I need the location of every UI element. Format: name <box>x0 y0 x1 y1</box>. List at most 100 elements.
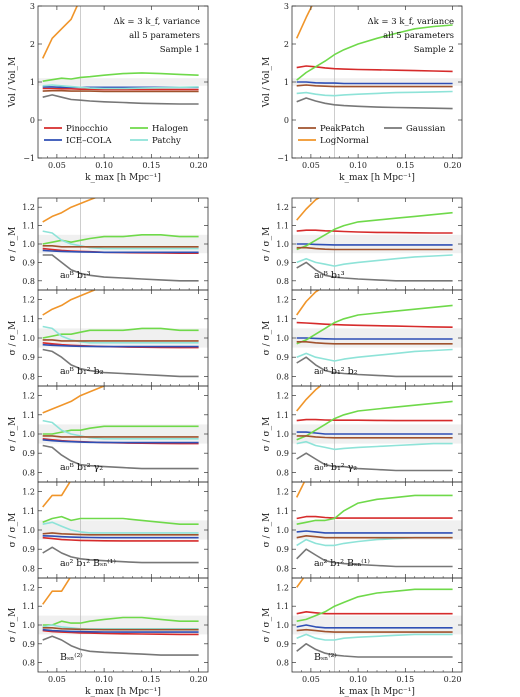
y-tick-label: 1.1 <box>22 507 35 516</box>
panel-8: 0.8 0.9 1.0 1.1 1.2 σ / σ_M a₀ᴮ b₁² γ₂ <box>262 385 463 483</box>
x-tick-label: 0.05 <box>302 675 320 684</box>
y-tick-label: 0.8 <box>22 564 35 573</box>
parameter-label: a₀ᴮ b₁² b₂ <box>60 366 104 377</box>
y-tick-label: 1.1 <box>22 222 35 231</box>
y-tick-label: 1.2 <box>22 392 35 401</box>
panel-5: 0.8 0.9 1.0 1.1 1.2 σ / σ_M a₀ᴮ b₁² b₂ <box>8 289 209 387</box>
series-line-pinocchio <box>296 65 453 73</box>
parameter-label: a₀² b₁² Bₛₙ⁽¹⁾ <box>314 558 370 569</box>
y-axis-label: σ / σ_M <box>8 417 18 452</box>
series-line-patchy <box>296 348 453 362</box>
parameter-label: Bₛₙ⁽²⁾ <box>60 652 83 663</box>
series-line-gaussian <box>296 356 453 378</box>
y-tick-label: 1.0 <box>22 430 35 439</box>
series-line-pinocchio <box>296 418 453 422</box>
y-tick-label: 1.1 <box>22 315 35 324</box>
y-tick-label: 1.2 <box>276 392 289 401</box>
panel-4: 0.8 0.9 1.0 1.1 1.2 σ / σ_M a₀ᴮ b₁³ <box>262 197 463 291</box>
y-tick-label: 0.8 <box>22 372 35 381</box>
y-tick-label: 1.2 <box>22 583 35 592</box>
x-tick-label: 0.05 <box>48 161 66 170</box>
x-tick-label: 0.05 <box>48 675 66 684</box>
y-tick-label: 1.0 <box>22 334 35 343</box>
y-axis-label: σ / σ_M <box>8 513 18 548</box>
panel-1: 0.05 0.10 0.15 0.20 −1 0 1 2 3 Vol / Vol_M k_max [… <box>8 2 209 183</box>
series-group <box>296 578 453 658</box>
x-tick-label: 0.10 <box>349 675 367 684</box>
y-tick-label: 1.0 <box>22 526 35 535</box>
series-line-peakpatch <box>42 89 199 93</box>
y-axis-label: Vol / Vol_M <box>8 57 18 108</box>
series-line-gaussian <box>42 635 199 656</box>
series-line-halogen <box>296 588 453 622</box>
series-line-patchy <box>296 440 453 451</box>
series-line-peakpatch <box>296 628 453 633</box>
series-line-ice-cola <box>296 81 453 85</box>
x-tick-label: 0.15 <box>396 675 414 684</box>
y-axis-label: σ / σ_M <box>8 227 18 262</box>
series-line-lognormal <box>42 578 71 605</box>
panel-10: 0.8 0.9 1.0 1.1 1.2 σ / σ_M a₀² b₁² Bₛₙ⁽¹⁾ <box>262 481 463 579</box>
x-axis-label: k_max [h Mpc⁻¹] <box>339 173 415 183</box>
series-line-patchy <box>42 419 199 440</box>
series-line-lognormal <box>296 198 321 221</box>
panel-6: 0.8 0.9 1.0 1.1 1.2 σ / σ_M a₀ᴮ b₁² b₂ <box>262 289 463 387</box>
y-tick-label: 0.9 <box>22 258 35 267</box>
panel-7: 0.8 0.9 1.0 1.1 1.2 σ / σ_M a₀ᴮ b₁² γ₂ <box>8 385 209 483</box>
series-line-halogen <box>296 24 453 81</box>
series-line-halogen <box>296 211 453 251</box>
y-axis-label: Vol / Vol_M <box>262 57 272 108</box>
series-line-gaussian <box>42 94 199 105</box>
series-line-patchy <box>42 325 199 344</box>
y-tick-label: 0.8 <box>22 659 35 668</box>
x-axis-label: k_max [h Mpc⁻¹] <box>85 173 161 183</box>
series-line-pinocchio <box>296 515 453 520</box>
y-tick-label: 2 <box>30 40 35 49</box>
series-line-gaussian <box>296 548 453 568</box>
y-tick-label: 1.2 <box>22 296 35 305</box>
series-line-halogen <box>296 494 453 525</box>
y-tick-label: 1.0 <box>276 430 289 439</box>
y-tick-label: 1.0 <box>276 526 289 535</box>
x-tick-label: 0.20 <box>444 161 462 170</box>
series-group <box>41 6 199 105</box>
series-line-peakpatch <box>42 339 199 342</box>
series-line-peakpatch <box>296 340 453 345</box>
series-line-lognormal <box>295 482 306 498</box>
series-line-gaussian <box>42 444 199 470</box>
y-tick-label: 0.9 <box>276 353 289 362</box>
series-line-patchy <box>296 633 453 641</box>
y-axis-label: σ / σ_M <box>262 227 272 262</box>
series-line-peakpatch <box>296 534 453 539</box>
series-line-ice-cola <box>296 431 453 435</box>
series-line-gaussian <box>296 642 453 658</box>
series-line-lognormal <box>42 290 97 316</box>
legend-entry: Pinocchio <box>66 124 108 134</box>
y-tick-label: 0.8 <box>276 372 289 381</box>
y-tick-label: 0 <box>284 116 289 125</box>
panel-12: 0.05 0.10 0.15 0.20 0.8 0.9 1.0 1.1 1.2 σ / σ_M k_… <box>262 577 463 697</box>
series-group <box>296 386 453 472</box>
series-line-ice-cola <box>42 439 199 444</box>
series-line-lognormal <box>42 198 97 223</box>
parameter-label: a₀ᴮ b₁² γ₂ <box>314 462 357 473</box>
x-tick-label: 0.10 <box>95 675 113 684</box>
series-line-peakpatch <box>42 435 199 438</box>
series-group <box>295 6 453 110</box>
series-line-gaussian <box>296 261 453 282</box>
y-tick-label: 0.9 <box>276 545 289 554</box>
y-tick-label: 0.8 <box>276 564 289 573</box>
series-line-pinocchio <box>296 610 453 615</box>
series-line-lognormal <box>295 6 313 39</box>
series-line-pinocchio <box>42 629 199 636</box>
y-tick-label: 1.0 <box>22 240 35 249</box>
y-tick-label: −1 <box>23 154 35 163</box>
annotation-line: Δk = 3 k_f, variance <box>113 17 200 27</box>
y-tick-label: 0.8 <box>276 468 289 477</box>
x-axis-label: k_max [h Mpc⁻¹] <box>85 687 161 697</box>
series-group <box>42 386 199 470</box>
x-tick-label: 0.15 <box>396 161 414 170</box>
series-line-gaussian <box>42 254 199 282</box>
series-line-ice-cola <box>42 535 199 539</box>
